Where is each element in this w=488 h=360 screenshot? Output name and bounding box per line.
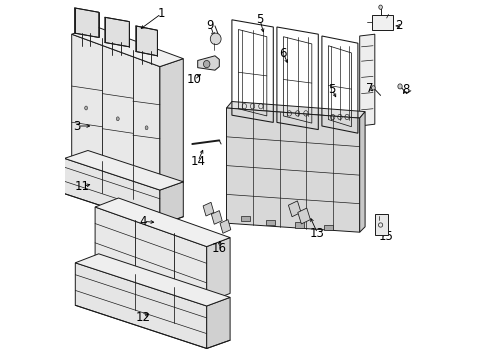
Text: 5: 5 (327, 83, 335, 96)
Bar (374, 214, 387, 235)
Polygon shape (206, 297, 230, 348)
Text: 11: 11 (75, 180, 90, 193)
Bar (323, 225, 332, 230)
Polygon shape (297, 208, 310, 224)
Ellipse shape (203, 60, 209, 68)
Polygon shape (211, 211, 222, 224)
Polygon shape (197, 56, 219, 70)
Text: 1: 1 (157, 7, 164, 20)
Text: 6: 6 (279, 47, 286, 60)
Polygon shape (95, 198, 230, 247)
Polygon shape (64, 158, 160, 225)
Polygon shape (95, 207, 206, 302)
Ellipse shape (84, 106, 87, 110)
Text: 3: 3 (73, 120, 81, 132)
Polygon shape (226, 108, 359, 232)
Text: 4: 4 (139, 215, 146, 228)
Polygon shape (160, 59, 183, 191)
Polygon shape (136, 26, 157, 56)
Polygon shape (160, 182, 183, 225)
Text: 8: 8 (401, 83, 408, 96)
Polygon shape (359, 112, 365, 232)
Polygon shape (72, 26, 183, 67)
Text: 12: 12 (135, 311, 150, 324)
Text: 15: 15 (377, 230, 392, 243)
Text: 5: 5 (255, 13, 263, 26)
Text: 10: 10 (186, 73, 201, 86)
Polygon shape (220, 220, 230, 233)
Ellipse shape (210, 33, 221, 45)
Polygon shape (288, 201, 301, 217)
Text: 16: 16 (211, 242, 226, 255)
Text: 2: 2 (394, 19, 402, 32)
Bar (294, 222, 303, 228)
Polygon shape (75, 254, 230, 306)
Ellipse shape (378, 5, 382, 9)
Ellipse shape (116, 117, 119, 121)
Bar (371, 15, 392, 30)
Polygon shape (75, 263, 206, 348)
Ellipse shape (145, 126, 148, 130)
Text: 13: 13 (309, 227, 324, 240)
Ellipse shape (371, 86, 374, 90)
Polygon shape (64, 150, 183, 190)
Polygon shape (203, 202, 213, 216)
Polygon shape (226, 102, 365, 118)
Text: 7: 7 (366, 82, 373, 95)
Bar (241, 216, 249, 221)
Polygon shape (72, 34, 160, 191)
Bar (265, 220, 275, 225)
Ellipse shape (397, 84, 401, 89)
Polygon shape (75, 8, 99, 37)
Text: 14: 14 (190, 155, 205, 168)
Polygon shape (206, 238, 230, 302)
Polygon shape (359, 34, 374, 126)
Polygon shape (104, 17, 129, 47)
Text: 9: 9 (206, 19, 214, 32)
